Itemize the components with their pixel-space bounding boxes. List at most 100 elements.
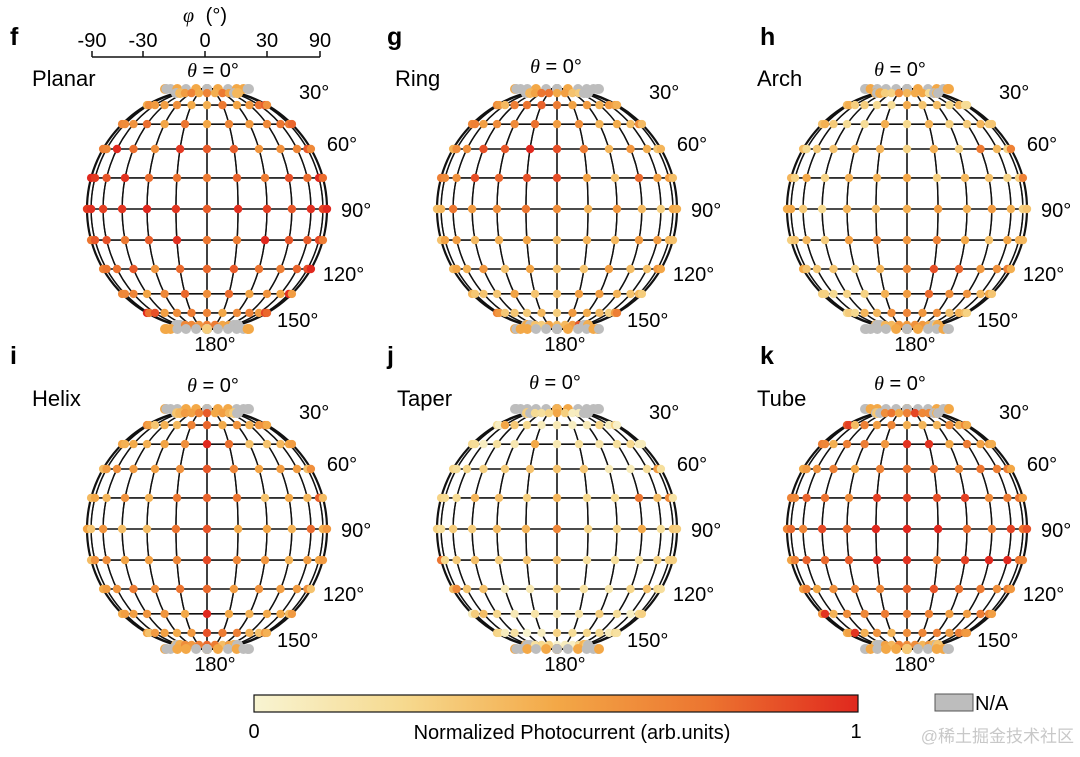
data-point — [318, 555, 328, 565]
data-point — [187, 100, 196, 110]
data-point — [844, 493, 854, 503]
data-point — [552, 204, 562, 214]
data-point — [850, 144, 860, 154]
data-point — [292, 464, 302, 474]
data-point — [945, 609, 954, 619]
data-point — [112, 464, 122, 474]
data-point — [595, 119, 604, 129]
phi-axis-title: φ (°) — [183, 5, 227, 27]
data-point — [637, 439, 647, 449]
data-point — [232, 493, 242, 503]
data-point — [306, 464, 316, 474]
theta-tick-label: 180° — [194, 654, 235, 676]
data-point — [820, 439, 830, 449]
data-point — [637, 289, 647, 299]
data-point — [1003, 493, 1012, 503]
data-point — [86, 204, 96, 214]
data-point — [212, 324, 223, 334]
theta-tick-label: 150° — [627, 630, 668, 652]
theta-tick-label: 60° — [1027, 454, 1057, 476]
data-point — [260, 493, 270, 503]
data-point — [653, 555, 662, 565]
data-point — [254, 308, 264, 318]
data-point — [656, 464, 666, 474]
data-point — [452, 173, 461, 183]
theta-tick-label: 150° — [627, 310, 668, 332]
data-point — [552, 173, 562, 183]
data-point — [86, 524, 96, 534]
data-point — [254, 264, 264, 274]
data-point — [202, 420, 212, 430]
data-point — [224, 119, 234, 129]
data-point — [932, 308, 942, 318]
data-point — [612, 119, 622, 129]
data-point — [120, 289, 130, 299]
photocurrent-points — [432, 404, 682, 654]
data-point — [872, 235, 882, 245]
data-point — [894, 88, 904, 98]
data-point — [929, 144, 939, 154]
data-point — [494, 493, 504, 503]
data-point — [984, 555, 994, 565]
data-point — [210, 88, 220, 98]
data-point — [144, 235, 154, 245]
data-point — [287, 119, 297, 129]
data-point — [467, 524, 477, 534]
photocurrent-points — [782, 84, 1032, 334]
data-point — [202, 408, 212, 418]
data-point — [120, 235, 130, 245]
data-point — [844, 555, 854, 565]
theta-tick-label: 60° — [677, 134, 707, 156]
data-point — [120, 173, 130, 183]
data-point — [595, 439, 604, 449]
data-point — [860, 628, 869, 638]
data-point — [962, 289, 972, 299]
data-point — [245, 119, 254, 129]
data-point — [120, 119, 130, 129]
data-point — [595, 628, 604, 638]
data-point — [531, 324, 541, 334]
data-point — [160, 308, 169, 318]
data-point — [820, 235, 830, 245]
data-point — [1018, 555, 1028, 565]
phi-axis: φ (°) -90 -30 0 30 90 — [78, 5, 331, 58]
data-point — [902, 324, 912, 334]
theta-tick-label: 90° — [341, 520, 371, 542]
data-point — [470, 173, 480, 183]
data-point — [929, 264, 939, 274]
panel-letter: i — [10, 342, 17, 370]
data-point — [850, 308, 860, 318]
data-point — [522, 420, 532, 430]
data-point — [604, 264, 614, 274]
data-point — [918, 628, 927, 638]
data-point — [860, 420, 869, 430]
data-point — [612, 420, 622, 430]
data-point — [871, 524, 881, 534]
data-point — [510, 439, 519, 449]
data-point — [233, 524, 243, 534]
theta-tick-label: 180° — [894, 334, 935, 356]
data-point — [802, 464, 811, 474]
data-point — [510, 308, 519, 318]
data-point — [945, 308, 954, 318]
data-point — [1003, 235, 1012, 245]
data-point — [902, 235, 912, 245]
data-point — [537, 100, 546, 110]
data-point — [541, 324, 552, 334]
theta-tick-label: 90° — [341, 200, 371, 222]
data-point — [440, 235, 450, 245]
theta-tick-labels: 30° 60° 90° 120° 150° 180° — [194, 82, 371, 356]
data-point — [129, 289, 138, 299]
data-point — [229, 144, 239, 154]
data-point — [112, 144, 122, 154]
data-point — [470, 609, 480, 619]
panel-f-planar: f Planar θ = 0° 30° 60° 90° 120° 150° 180° — [10, 23, 371, 356]
theta-tick-label: 30° — [999, 402, 1029, 424]
data-point — [180, 289, 190, 299]
data-point — [102, 173, 111, 183]
data-point — [945, 119, 954, 129]
data-point — [842, 289, 852, 299]
data-point — [924, 289, 934, 299]
data-point — [918, 88, 927, 98]
